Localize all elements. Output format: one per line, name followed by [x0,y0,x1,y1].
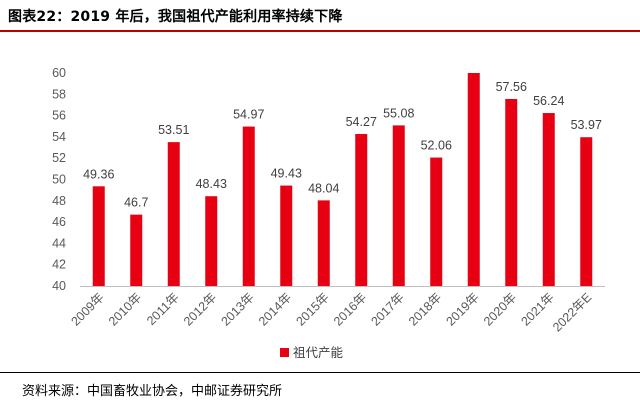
x-tick-label: 2014年 [256,290,294,328]
bar [355,134,368,286]
bar [242,126,255,286]
data-labels: 49.36 46.7 53.51 48.43 54.97 49.43 48.04 54.27 5… [83,80,602,210]
y-tick-label: 52 [52,151,66,165]
y-tick-label: 42 [52,258,66,272]
data-label: 46.7 [124,196,148,210]
legend-label: 祖代产能 [293,345,344,360]
x-axis-ticks: 2009年 2010年 2011年 2012年 2013年 2014年 2015年 2016年… [68,290,594,334]
x-tick-label: 2022年E [550,290,594,334]
x-tick-label: 2013年 [218,290,256,328]
data-label: 55.08 [383,106,414,120]
data-label: 53.97 [571,118,602,132]
bar [280,185,293,286]
y-tick-label: 58 [52,87,66,101]
legend-swatch [280,348,289,357]
source-note: 资料来源：中国畜牧业协会，中邮证券研究所 [22,384,283,399]
y-tick-label: 46 [52,215,66,229]
bar [92,186,105,286]
bar [542,113,555,286]
data-label: 57.56 [496,80,527,94]
bar [505,98,518,287]
bar [317,200,330,286]
data-label: 49.43 [271,167,302,181]
data-label: 49.36 [83,167,114,181]
x-tick-label: 2018年 [406,290,444,328]
bars [92,73,593,287]
source-divider [0,372,640,373]
legend: 祖代产能 [280,345,344,360]
data-label: 48.43 [196,177,227,191]
bar [392,125,405,286]
title-divider [0,30,640,32]
figure-title: 图表22：2019 年后，我国祖代产能利用率持续下降 [8,9,343,25]
bar [580,137,593,286]
y-tick-label: 40 [52,279,66,293]
bar-chart: 40 42 44 46 48 50 52 54 56 58 60 49.36 46.7 53.51 48.… [52,66,605,360]
y-tick-label: 48 [52,194,66,208]
x-tick-label: 2010年 [106,290,144,328]
bar [167,142,180,286]
x-tick-label: 2015年 [293,290,331,328]
x-tick-label: 2012年 [181,290,219,328]
y-axis: 40 42 44 46 48 50 52 54 56 58 60 [52,66,66,293]
data-label: 54.97 [233,108,264,122]
data-label: 56.24 [533,94,564,108]
y-tick-label: 50 [52,173,66,187]
x-tick-label: 2020年 [481,290,519,328]
x-tick-label: 2009年 [68,290,106,328]
x-tick-label: 2019年 [443,290,481,328]
bar [130,214,143,286]
data-label: 52.06 [421,139,452,153]
bar [467,73,480,286]
data-label: 53.51 [158,123,189,137]
bar [205,196,218,286]
y-tick-label: 60 [52,66,66,80]
y-tick-label: 44 [52,236,66,250]
data-label: 48.04 [308,181,339,195]
y-tick-label: 54 [52,130,66,144]
data-label: 54.27 [346,115,377,129]
x-tick-label: 2016年 [331,290,369,328]
x-tick-label: 2017年 [368,290,406,328]
bar [430,157,443,286]
y-tick-label: 56 [52,109,66,123]
x-tick-label: 2011年 [144,290,182,328]
